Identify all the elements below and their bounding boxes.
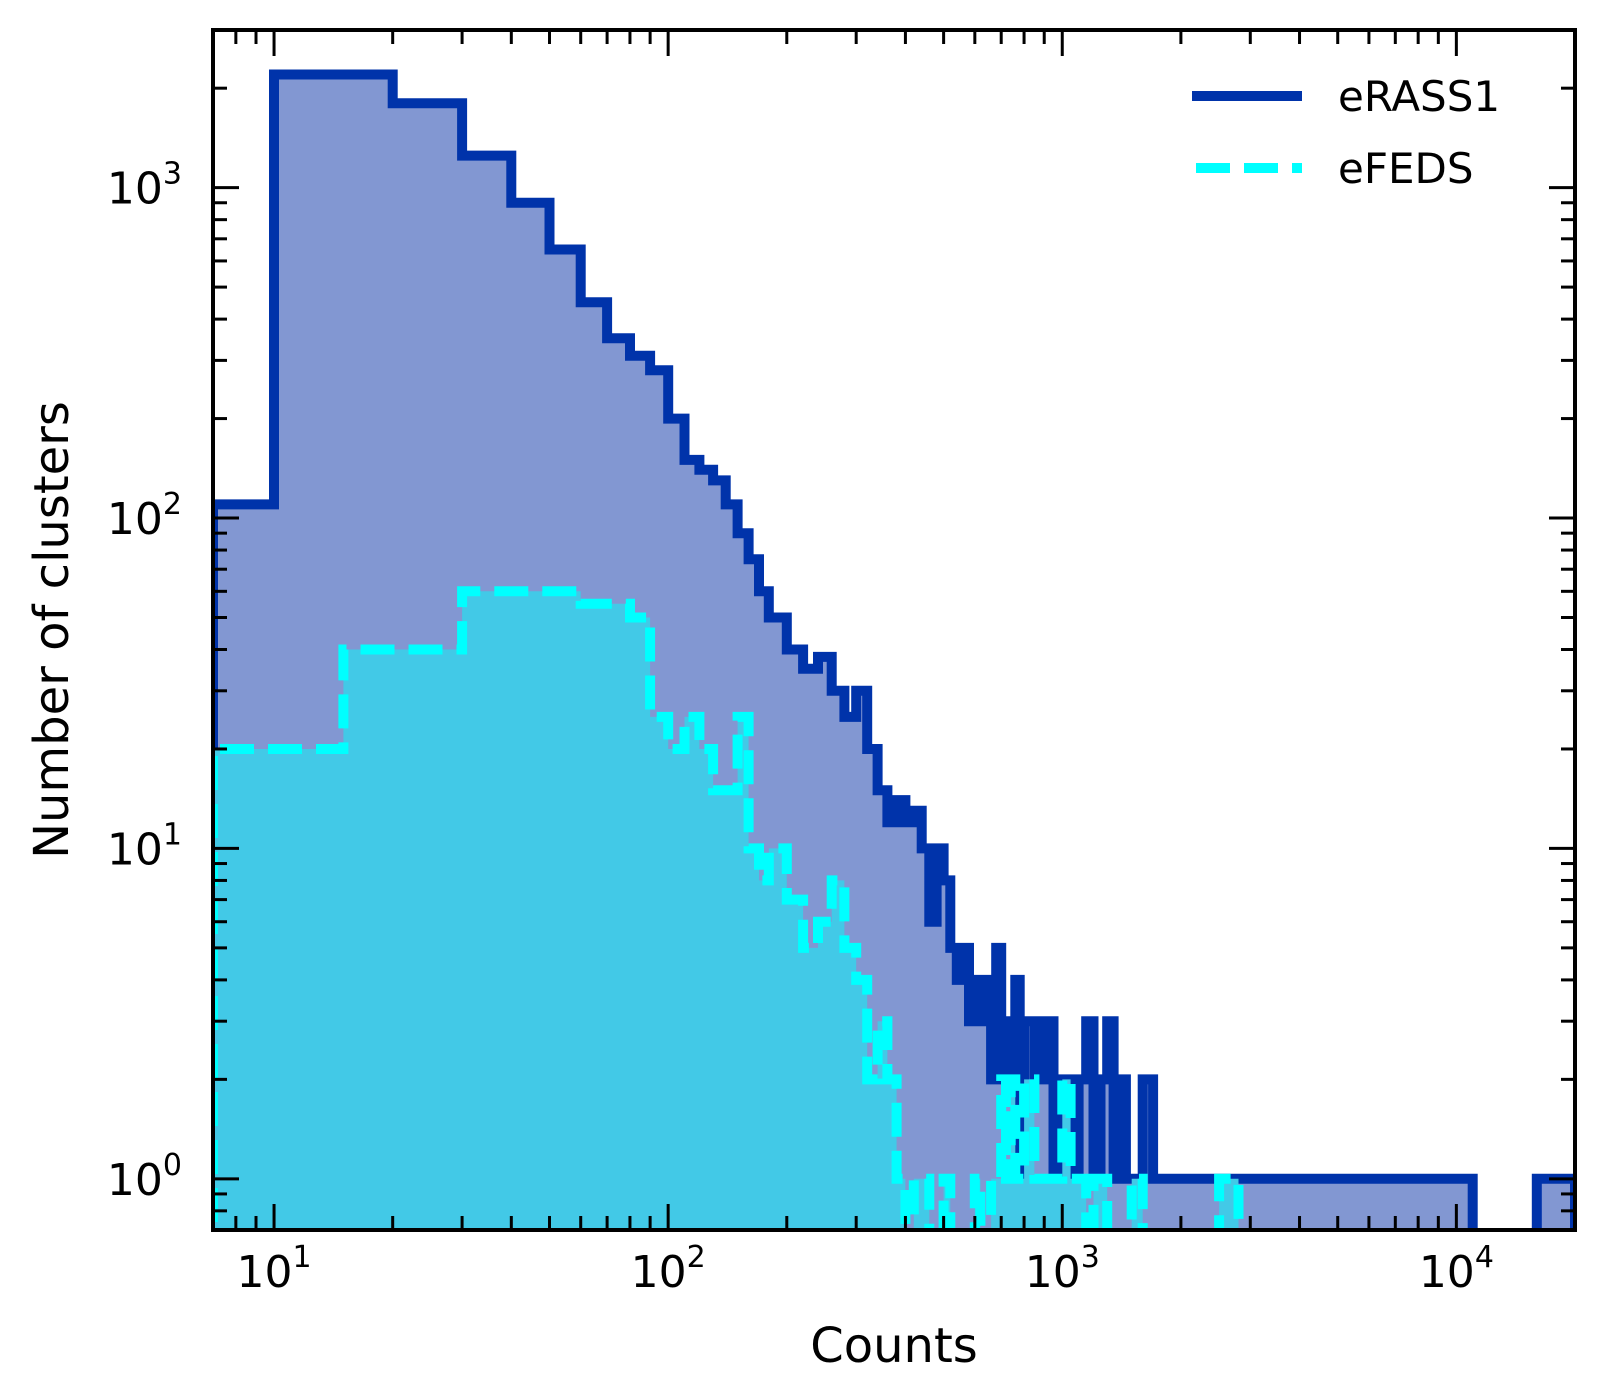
y-tick-label-base: 10	[107, 1155, 163, 1206]
y-tick-label-exponent: 0	[163, 1148, 182, 1183]
x-tick-label-base: 10	[1419, 1247, 1475, 1298]
plot-frame	[211, 28, 1577, 1232]
series-layer	[213, 69, 1575, 1230]
y-tick-label-base: 10	[107, 824, 163, 875]
x-tick-label-base: 10	[631, 1247, 687, 1298]
x-tick-label-exponent: 2	[687, 1240, 706, 1275]
x-tick-label-exponent: 4	[1475, 1240, 1494, 1275]
y-tick-label: 101	[107, 817, 182, 875]
y-tick-label: 102	[107, 487, 182, 545]
legend: eRASS1 eFEDS	[1192, 72, 1500, 193]
y-tick-label-exponent: 2	[163, 487, 182, 522]
series-line-efeds	[213, 586, 1244, 1230]
x-tick-label: 104	[1419, 1240, 1494, 1298]
series-fill-efeds	[213, 591, 1239, 1230]
tick-layer	[211, 28, 1577, 1232]
y-tick-label-base: 10	[107, 494, 163, 545]
y-tick-label: 103	[107, 157, 182, 215]
y-tick-label: 100	[107, 1148, 182, 1206]
x-tick-label-base: 10	[1025, 1247, 1081, 1298]
y-tick-label-base: 10	[107, 164, 163, 215]
legend-label-efeds: eFEDS	[1338, 144, 1474, 193]
x-tick-label-exponent: 3	[1081, 1240, 1100, 1275]
x-axis-title: Counts	[810, 1318, 978, 1374]
y-axis-title: Number of clusters	[24, 401, 80, 859]
x-tick-label: 103	[1025, 1240, 1100, 1298]
x-tick-label: 101	[237, 1240, 312, 1298]
y-tick-label-exponent: 3	[163, 157, 182, 192]
x-tick-label-exponent: 1	[293, 1240, 312, 1275]
x-tick-label-base: 10	[237, 1247, 293, 1298]
y-tick-label-exponent: 1	[163, 817, 182, 852]
x-tick-label: 102	[631, 1240, 706, 1298]
legend-label-erass1: eRASS1	[1338, 72, 1500, 121]
